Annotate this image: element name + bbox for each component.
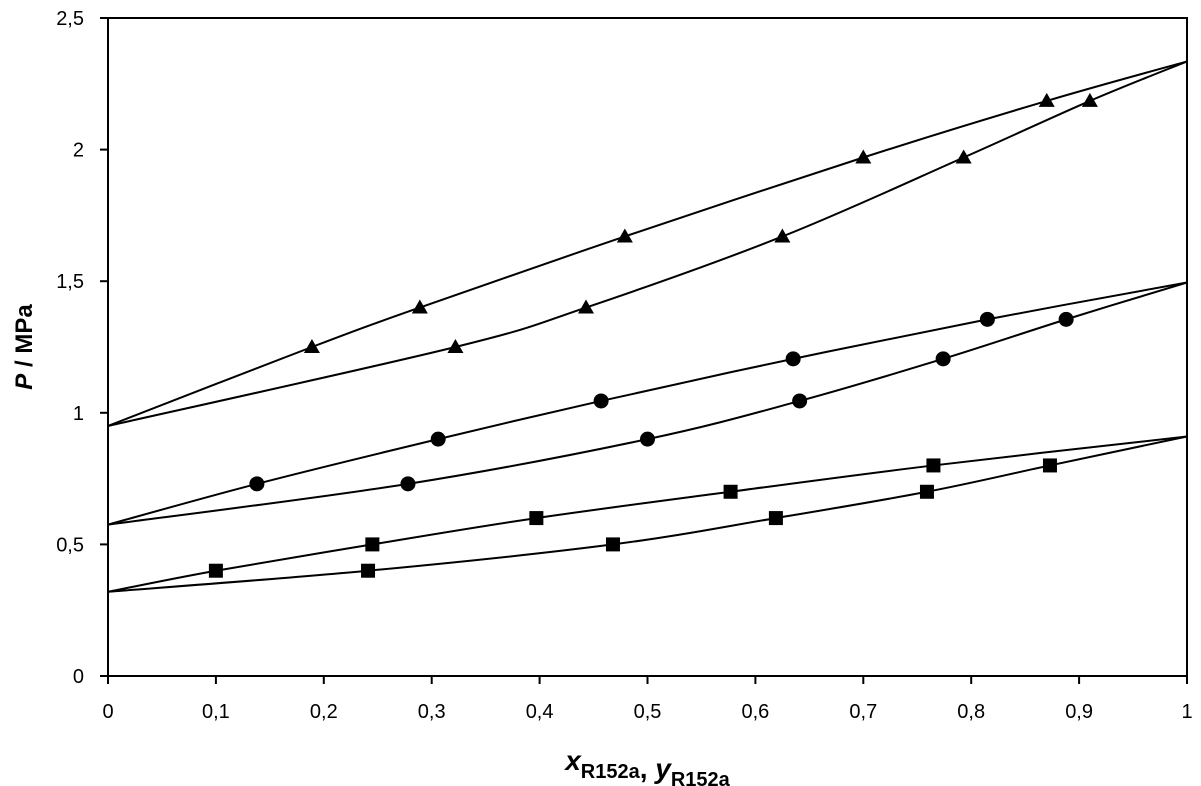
curve-circle-dew bbox=[107, 281, 1188, 526]
data-point-square bbox=[1042, 458, 1057, 473]
y-tick-label: 1,5 bbox=[56, 271, 84, 293]
data-point-triangle bbox=[303, 339, 320, 353]
data-point-circle bbox=[792, 393, 808, 409]
data-point-triangle bbox=[855, 149, 872, 164]
y-axis-title: P / MPa bbox=[11, 304, 38, 390]
axes-layer bbox=[100, 17, 1188, 684]
x-tick-label: 0,1 bbox=[202, 701, 230, 723]
data-point-square bbox=[529, 511, 544, 526]
x-title-subscript: R152a bbox=[581, 761, 641, 783]
y-tick-label: 0,5 bbox=[56, 534, 84, 556]
x-title-separator: , bbox=[640, 753, 656, 784]
x-title-variable: x bbox=[563, 745, 582, 776]
data-point-circle bbox=[400, 476, 416, 492]
data-point-triangle bbox=[447, 339, 464, 353]
y-title-unit: / MPa bbox=[11, 304, 38, 374]
x-tick-label: 0,9 bbox=[1065, 701, 1093, 723]
data-point-triangle bbox=[411, 299, 428, 314]
curve-square-dew bbox=[107, 435, 1188, 593]
y-tick-label: 0 bbox=[73, 666, 84, 688]
data-point-square bbox=[919, 484, 934, 499]
data-point-circle bbox=[593, 393, 609, 409]
data-point-circle bbox=[935, 351, 951, 367]
curve-triangle-dew bbox=[107, 60, 1188, 427]
x-axis-title: xR152a, yR152a bbox=[563, 745, 730, 786]
data-point-triangle bbox=[616, 228, 633, 243]
data-point-square bbox=[361, 563, 376, 578]
plot-frame bbox=[107, 17, 1188, 677]
x-tick-label: 0,6 bbox=[741, 701, 769, 723]
curves-layer bbox=[107, 60, 1188, 593]
data-point-triangle bbox=[955, 149, 972, 164]
data-point-triangle bbox=[1081, 92, 1098, 107]
x-title-variable: y bbox=[653, 753, 672, 784]
x-tick-label: 0,7 bbox=[849, 701, 877, 723]
x-title-subscript: R152a bbox=[671, 769, 731, 786]
data-point-circle bbox=[430, 431, 446, 447]
tick-labels-layer: 0 0,1 0,2 0,3 0,4 0,5 0,6 0,7 0,8 0,9 1 0 0,5 1 1,5 2 2,… bbox=[56, 8, 1192, 723]
y-title-variable: P bbox=[11, 373, 38, 390]
data-point-circle bbox=[249, 476, 265, 492]
x-tick-label: 1 bbox=[1181, 701, 1192, 723]
data-point-triangle bbox=[774, 228, 791, 243]
y-tick-label: 2,5 bbox=[56, 8, 84, 30]
x-tick-label: 0,4 bbox=[526, 701, 554, 723]
curve-square-bubble bbox=[107, 435, 1188, 593]
curve-triangle-bubble bbox=[107, 60, 1188, 427]
data-point-circle bbox=[1058, 311, 1074, 327]
data-point-triangle bbox=[577, 299, 594, 314]
data-point-circle bbox=[785, 351, 801, 367]
data-point-square bbox=[605, 537, 620, 552]
x-tick-label: 0,2 bbox=[310, 701, 338, 723]
data-point-square bbox=[768, 511, 783, 526]
data-point-triangle bbox=[1038, 92, 1055, 107]
y-tick-label: 1 bbox=[73, 403, 84, 425]
y-tick-label: 2 bbox=[73, 140, 84, 162]
data-point-circle bbox=[979, 311, 995, 327]
data-point-square bbox=[208, 563, 223, 578]
x-tick-label: 0 bbox=[102, 701, 113, 723]
data-point-circle bbox=[640, 431, 655, 447]
x-tick-label: 0,5 bbox=[634, 701, 662, 723]
curve-circle-bubble bbox=[107, 281, 1188, 526]
data-point-square bbox=[926, 458, 941, 473]
data-point-square bbox=[365, 537, 380, 552]
markers-layer bbox=[208, 92, 1098, 578]
x-tick-label: 0,8 bbox=[957, 701, 985, 723]
data-point-square bbox=[723, 484, 738, 499]
x-tick-label: 0,3 bbox=[418, 701, 446, 723]
